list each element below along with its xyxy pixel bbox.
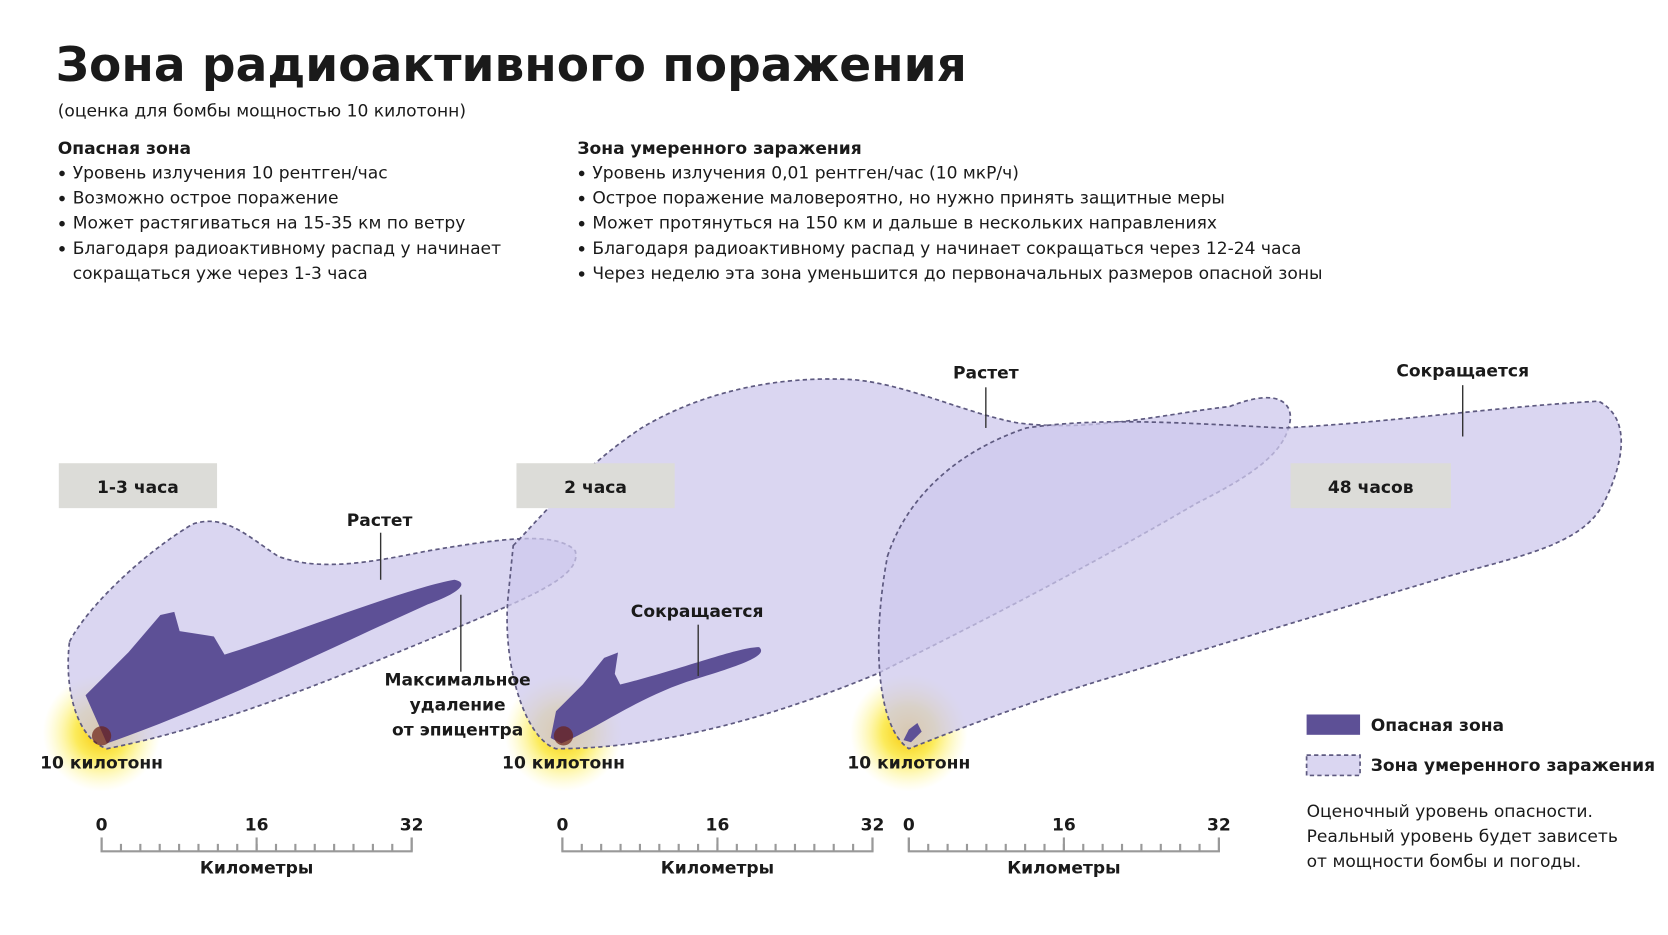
bullet: [578, 195, 585, 202]
leaders: [379, 385, 1464, 676]
danger-zone: [85, 579, 462, 744]
bullet: [59, 170, 65, 177]
bullet: [59, 246, 65, 252]
scale-label: Километры: [200, 858, 313, 878]
subtitle: (оценка для бомбы мощностью 10 килотонн): [58, 101, 466, 121]
legend-label: Зона умеренного заражения: [1371, 756, 1655, 776]
time-label: 1-3 часа: [97, 478, 179, 498]
note: от мощности бомбы и погоды.: [1307, 852, 1582, 872]
bullet: [578, 246, 585, 252]
epicenter-label: 10 килотонн: [847, 754, 970, 774]
info-item: Через неделю эта зона уменьшится до перв…: [592, 264, 1322, 284]
scale-tick-label: 16: [706, 816, 730, 836]
bullet: [578, 170, 585, 177]
time-box: [516, 463, 675, 509]
bullet: [578, 271, 585, 277]
note: Реальный уровень будет зависеть: [1307, 827, 1618, 847]
bullet: [578, 220, 585, 227]
epicenter-label: 10 килотонн: [502, 754, 625, 774]
info-item: Благодаря радиоактивному распад у начина…: [592, 239, 1301, 259]
annotation: Сокращается: [1396, 361, 1529, 381]
bullet: [59, 195, 65, 202]
epicenter: [553, 726, 574, 746]
info-item: Уровень излучения 0,01 рентген/час (10 м…: [592, 163, 1019, 183]
annotation: Растет: [953, 363, 1019, 383]
time-label: 48 часов: [1328, 478, 1414, 498]
scale-tick-label: 0: [903, 816, 915, 836]
scale-label: Километры: [1007, 858, 1120, 878]
annotation: от эпицентра: [392, 721, 523, 741]
scale-tick-label: 32: [400, 816, 424, 836]
legend-swatch: [1306, 714, 1361, 735]
info-item: Уровень излучения 10 рентген/час: [73, 163, 388, 183]
legend-swatch: [1305, 754, 1361, 777]
info-item: Возможно острое поражение: [73, 189, 339, 209]
scale-tick-label: 0: [96, 816, 108, 836]
info-item: сокращаться уже через 1-3 часа: [73, 264, 368, 284]
danger-zone: [903, 723, 922, 743]
title: Зона радиоактивного поражения: [56, 38, 967, 93]
annotation: Сокращается: [631, 602, 764, 622]
danger-zone: [550, 647, 762, 744]
epicenter: [91, 726, 112, 746]
scale-tick-label: 32: [861, 816, 885, 836]
annotation: удаление: [410, 695, 506, 715]
info-item: Может растягиваться на 15-35 км по ветру: [73, 214, 466, 234]
info-item: Может протянуться на 150 км и дальше в н…: [592, 214, 1217, 234]
scale-tick-label: 16: [245, 816, 269, 836]
info-item: Острое поражение маловероятно, но нужно …: [592, 189, 1225, 209]
bullet: [59, 220, 65, 227]
info-item: Благодаря радиоактивному распад у начина…: [73, 239, 501, 259]
annotation: Максимальное: [385, 670, 531, 690]
info-heading: Зона умеренного заражения: [577, 139, 861, 159]
scale-tick-label: 0: [556, 816, 568, 836]
epicenter-label: 10 килотонн: [40, 754, 163, 774]
note: Оценочный уровень опасности.: [1307, 802, 1593, 822]
time-box: [1290, 463, 1451, 509]
scale-tick-label: 32: [1207, 816, 1231, 836]
scale-tick-label: 16: [1052, 816, 1076, 836]
time-box: [58, 463, 218, 509]
info-heading: Опасная зона: [58, 139, 191, 159]
legend-label: Опасная зона: [1371, 716, 1504, 736]
scale-label: Километры: [661, 858, 774, 878]
annotation: Растет: [347, 511, 413, 531]
time-label: 2 часа: [564, 478, 627, 498]
moderate-zone: [877, 400, 1623, 750]
